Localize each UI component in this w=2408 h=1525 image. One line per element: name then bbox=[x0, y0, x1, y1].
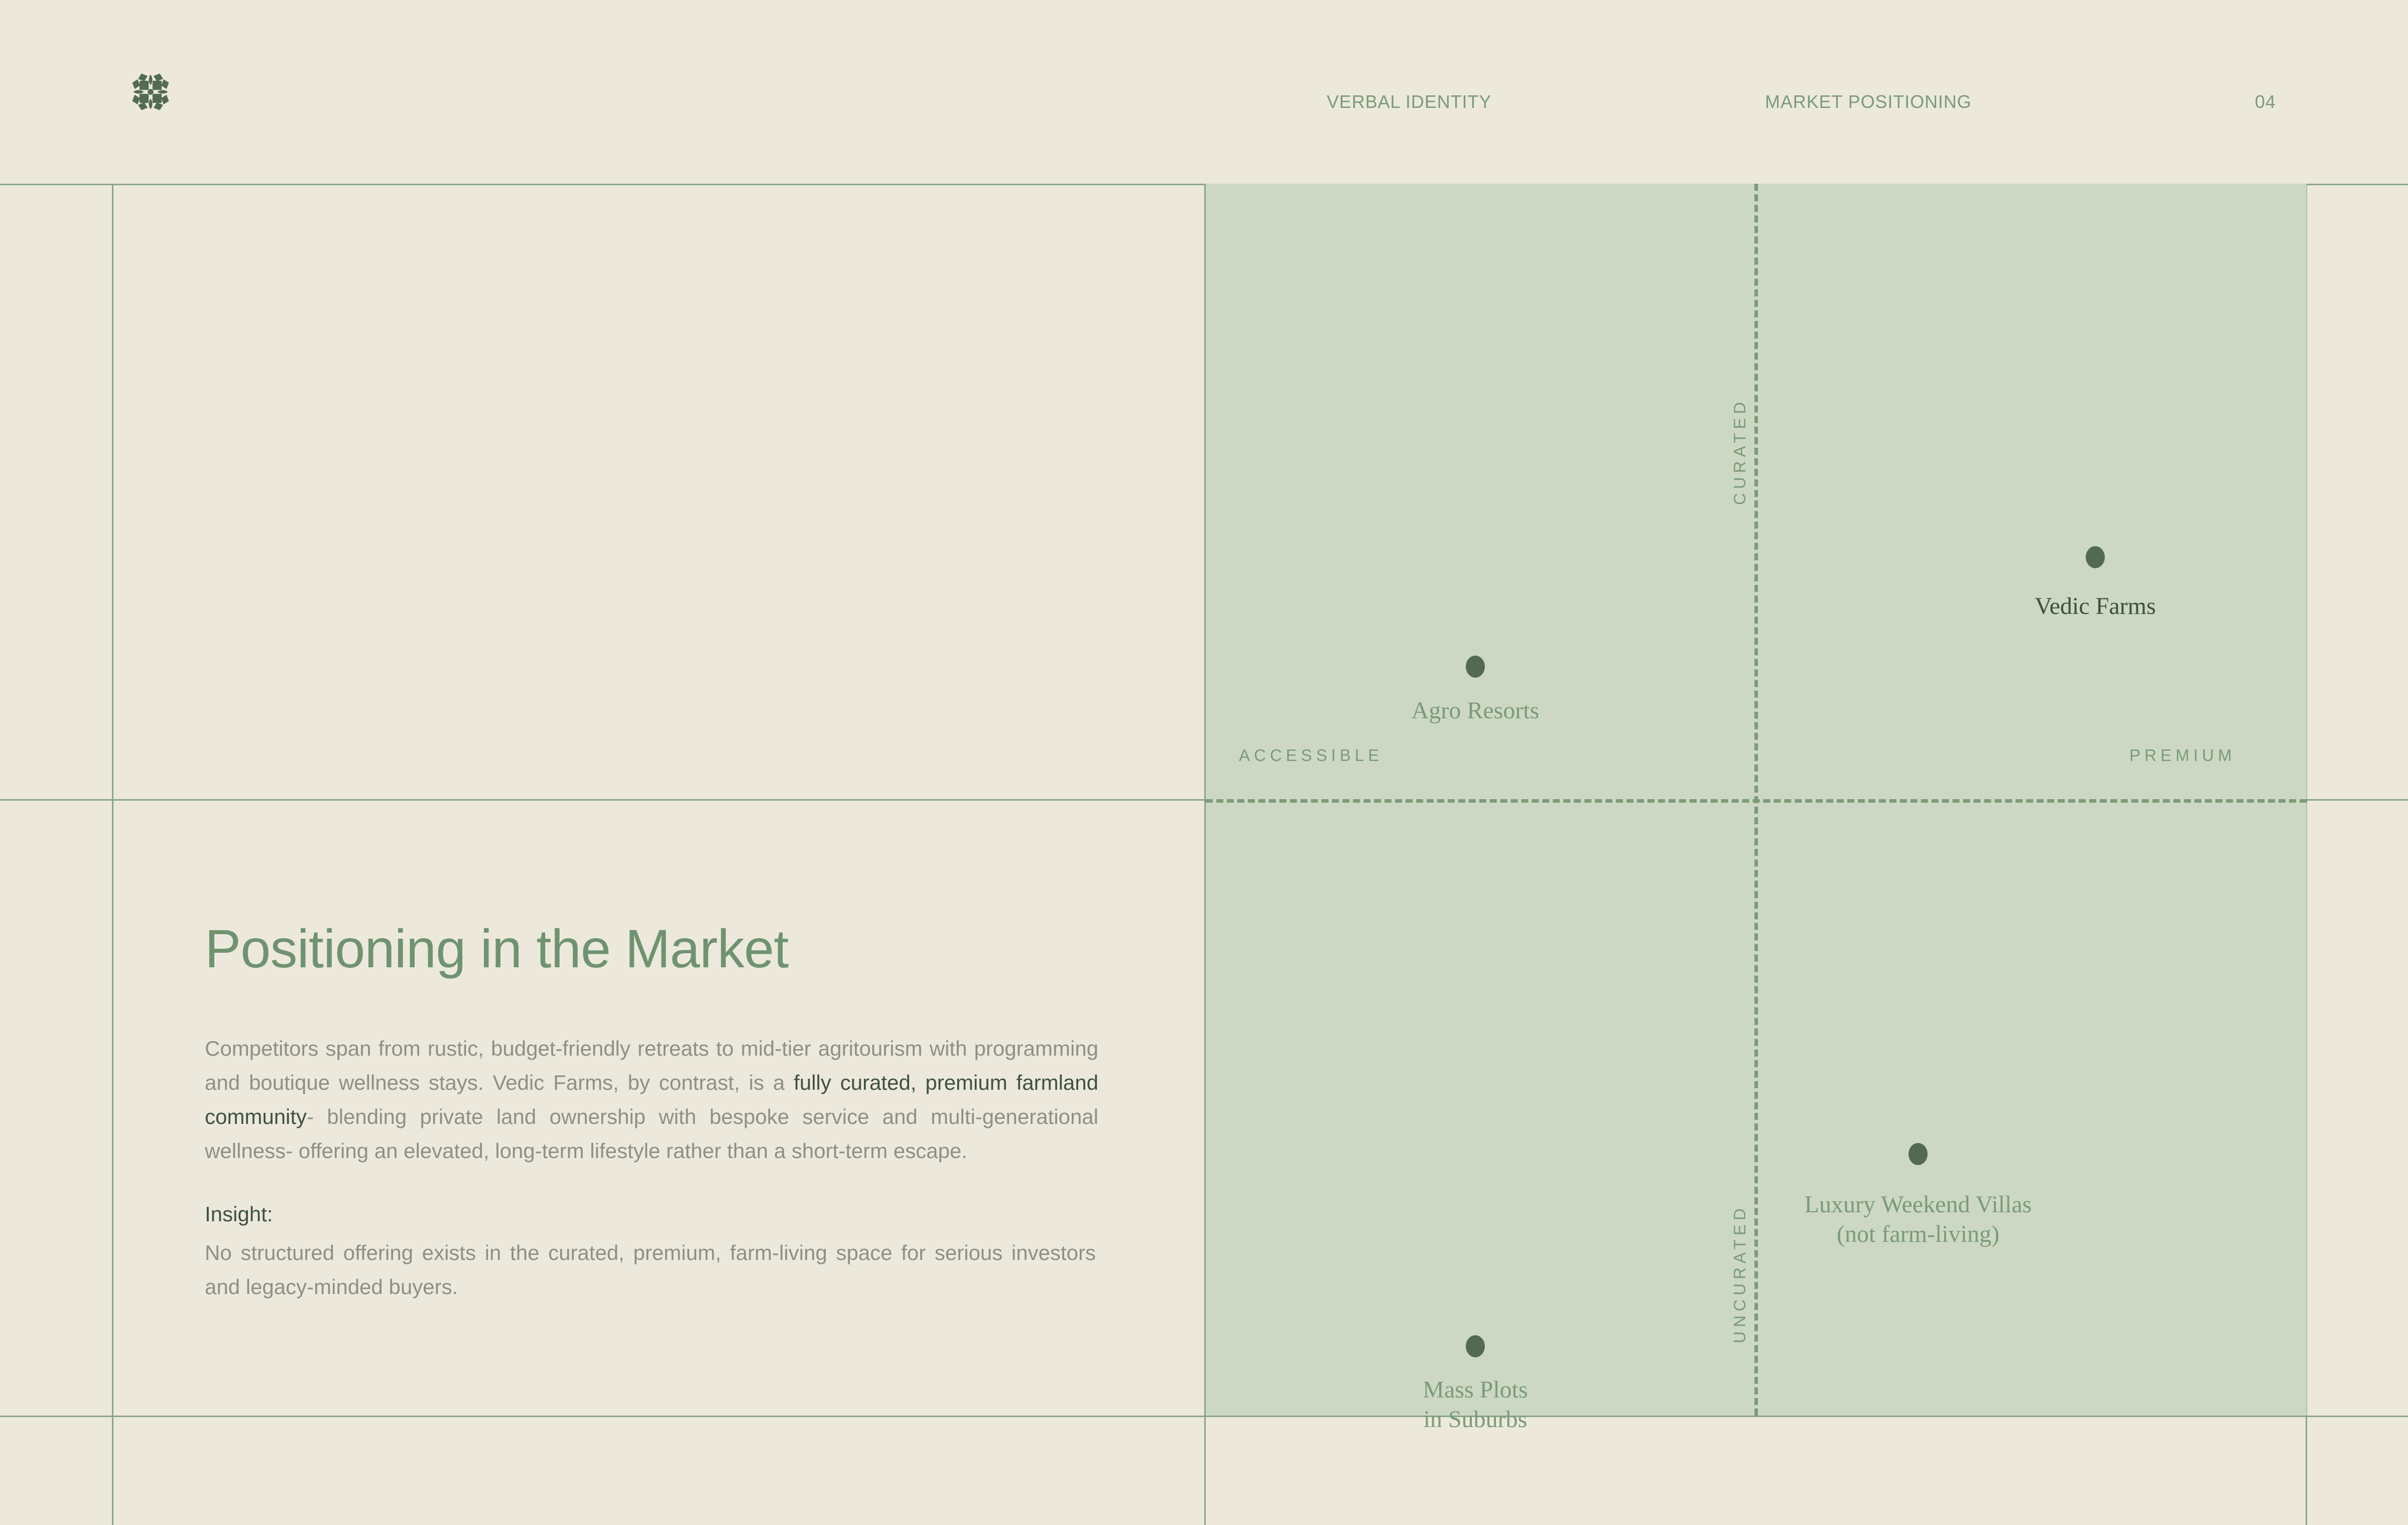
label-line-2: (not farm-living) bbox=[1837, 1220, 1999, 1247]
axis-label-accessible: ACCESSIBLE bbox=[1239, 746, 1383, 765]
body-paragraph-part2: - blending private land ownership with b… bbox=[205, 1105, 1098, 1163]
vedic-farms-mandala-logo bbox=[126, 68, 175, 116]
data-point-agro-resorts[interactable] bbox=[1466, 656, 1485, 678]
label-line-1: Mass Plots bbox=[1423, 1376, 1528, 1403]
page-header: VERBAL IDENTITY MARKET POSITIONING 04 bbox=[0, 0, 2408, 184]
axis-label-curated: CURATED bbox=[1730, 398, 1749, 505]
axis-label-premium: PREMIUM bbox=[2129, 746, 2236, 765]
content-column: Positioning in the Market Competitors sp… bbox=[205, 918, 1098, 1304]
grid-rule-left-margin bbox=[112, 184, 113, 1525]
page-title: Positioning in the Market bbox=[205, 918, 789, 979]
data-point-label-luxury-weekend-villas: Luxury Weekend Villas (not farm-living) bbox=[1805, 1190, 2032, 1249]
insight-body: No structured offering exists in the cur… bbox=[205, 1241, 1096, 1299]
header-nav-market-positioning[interactable]: MARKET POSITIONING bbox=[1765, 91, 1972, 112]
label-line-2: in Suburbs bbox=[1423, 1406, 1528, 1433]
insight-label: Insight: bbox=[205, 1202, 273, 1226]
page-number: 04 bbox=[2255, 91, 2276, 112]
data-point-mass-plots[interactable] bbox=[1466, 1335, 1485, 1357]
grid-rule-middle bbox=[0, 799, 2408, 801]
label-line-1: Luxury Weekend Villas bbox=[1804, 1191, 2032, 1218]
data-point-label-mass-plots: Mass Plots in Suburbs bbox=[1423, 1375, 1528, 1434]
axis-label-uncurated: UNCURATED bbox=[1730, 1204, 1749, 1343]
data-point-luxury-weekend-villas[interactable] bbox=[1909, 1143, 1928, 1165]
body-paragraph: Competitors span from rustic, budget-fri… bbox=[205, 1032, 1098, 1168]
matrix-axis-horizontal bbox=[1206, 799, 2307, 803]
grid-rule-column-split bbox=[1204, 184, 1206, 1525]
data-point-label-agro-resorts: Agro Resorts bbox=[1411, 697, 1540, 724]
positioning-matrix: CURATED UNCURATED ACCESSIBLE PREMIUM Ved… bbox=[1206, 184, 2307, 1433]
header-nav-verbal-identity[interactable]: VERBAL IDENTITY bbox=[1327, 91, 1492, 112]
grid-rule-top bbox=[0, 184, 2408, 185]
body-paragraph-part1: Competitors span from rustic, budget-fri… bbox=[205, 1036, 1098, 1094]
body-paragraph-highlight: fully curated, premium farmland communit… bbox=[205, 1070, 1098, 1129]
grid-rule-bottom bbox=[0, 1416, 2408, 1417]
data-point-label-vedic-farms: Vedic Farms bbox=[2035, 593, 2156, 619]
data-point-vedic-farms[interactable] bbox=[2086, 546, 2105, 568]
